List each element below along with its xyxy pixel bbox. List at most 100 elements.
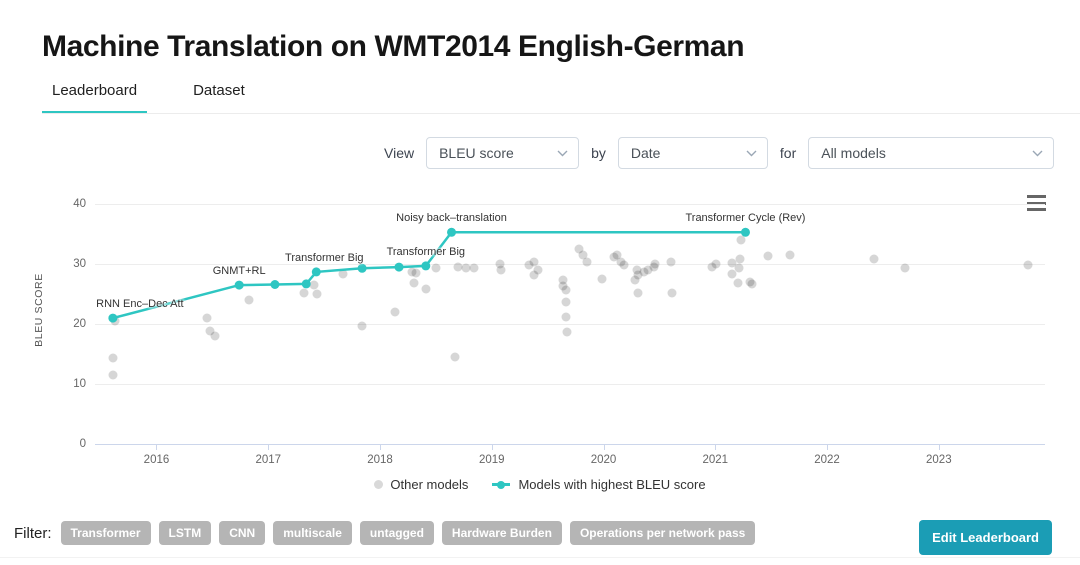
chevron-down-icon <box>1032 150 1043 157</box>
x-tick <box>603 444 605 450</box>
data-point-best[interactable] <box>311 267 321 277</box>
data-point-other[interactable] <box>616 257 626 267</box>
data-point-other[interactable] <box>869 254 879 264</box>
filter-tag[interactable]: untagged <box>359 521 434 545</box>
data-point-best[interactable] <box>421 261 431 271</box>
data-point-best[interactable] <box>108 313 118 323</box>
data-point-other[interactable] <box>1023 260 1033 270</box>
data-point-other[interactable] <box>609 252 619 262</box>
data-point-other[interactable] <box>210 331 220 340</box>
x-tick <box>268 444 270 450</box>
data-point-other[interactable] <box>558 275 568 285</box>
filter-tag[interactable]: Operations per network pass <box>569 521 756 545</box>
data-point-other[interactable] <box>202 313 212 322</box>
data-point-other[interactable] <box>667 288 677 298</box>
data-point-other[interactable] <box>431 263 441 273</box>
data-point-other[interactable] <box>407 267 417 277</box>
data-point-other[interactable] <box>562 327 572 337</box>
data-point-other[interactable] <box>309 280 319 290</box>
data-point-other[interactable] <box>574 244 584 253</box>
data-point-other[interactable] <box>244 295 254 304</box>
data-point-other[interactable] <box>612 250 622 260</box>
data-point-other[interactable] <box>338 269 348 279</box>
data-point-other[interactable] <box>639 267 649 277</box>
data-point-best[interactable] <box>301 279 311 289</box>
data-point-other[interactable] <box>529 257 539 267</box>
data-point-other[interactable] <box>727 258 737 268</box>
filter-tag[interactable]: Transformer <box>60 521 151 545</box>
data-point-other[interactable] <box>469 263 479 273</box>
model-annotation: GNMT+RL <box>212 265 266 278</box>
data-point-other[interactable] <box>561 297 571 307</box>
data-point-other[interactable] <box>299 288 309 298</box>
data-point-other[interactable] <box>450 352 460 362</box>
data-point-other[interactable] <box>745 277 755 287</box>
data-point-other[interactable] <box>711 259 721 268</box>
data-point-other[interactable] <box>108 370 118 379</box>
data-point-other[interactable] <box>747 279 757 289</box>
y-tick-label: 20 <box>73 317 86 330</box>
legend-best-models[interactable]: Models with highest BLEU score <box>492 477 706 492</box>
data-point-other[interactable] <box>633 288 643 298</box>
data-point-other[interactable] <box>597 274 607 283</box>
data-point-other[interactable] <box>736 235 746 245</box>
data-point-other[interactable] <box>735 254 745 264</box>
data-point-other[interactable] <box>421 284 431 294</box>
data-point-other[interactable] <box>763 251 773 261</box>
x-tick <box>715 444 717 450</box>
data-point-other[interactable] <box>524 260 534 270</box>
data-point-other[interactable] <box>533 265 543 275</box>
edit-leaderboard-button[interactable]: Edit Leaderboard <box>919 520 1052 555</box>
legend-other-models[interactable]: Other models <box>374 477 468 492</box>
data-point-other[interactable] <box>411 268 421 278</box>
metric-select[interactable]: BLEU score <box>426 137 580 169</box>
data-point-other[interactable] <box>707 262 717 271</box>
data-point-other[interactable] <box>582 257 592 267</box>
data-point-other[interactable] <box>650 259 660 268</box>
chart-menu-icon[interactable] <box>1027 195 1046 211</box>
data-point-other[interactable] <box>390 307 400 317</box>
tab-dataset[interactable]: Dataset <box>193 82 245 99</box>
filter-tag[interactable]: CNN <box>219 521 266 545</box>
data-point-other[interactable] <box>727 269 737 279</box>
data-point-other[interactable] <box>108 353 118 363</box>
data-point-other[interactable] <box>529 270 539 280</box>
data-point-other[interactable] <box>785 250 795 259</box>
data-point-other[interactable] <box>561 285 571 295</box>
data-point-other[interactable] <box>578 250 588 260</box>
data-point-other[interactable] <box>461 263 471 273</box>
data-point-other[interactable] <box>561 312 571 322</box>
data-point-best[interactable] <box>270 280 280 289</box>
data-point-other[interactable] <box>357 321 367 331</box>
models-select[interactable]: All models <box>808 137 1055 169</box>
data-point-other[interactable] <box>558 281 568 291</box>
data-point-best[interactable] <box>234 280 244 290</box>
data-point-other[interactable] <box>633 270 643 280</box>
data-point-other[interactable] <box>649 262 659 271</box>
filter-tag[interactable]: Hardware Burden <box>441 521 562 545</box>
axis-select[interactable]: Date <box>617 137 768 169</box>
data-point-other[interactable] <box>666 257 676 267</box>
data-point-other[interactable] <box>409 278 419 288</box>
data-point-best[interactable] <box>447 227 457 237</box>
data-point-other[interactable] <box>643 265 653 275</box>
tab-leaderboard[interactable]: Leaderboard <box>42 76 147 113</box>
data-point-other[interactable] <box>734 263 744 273</box>
data-point-other[interactable] <box>453 262 463 271</box>
data-point-other[interactable] <box>495 259 505 268</box>
data-point-best[interactable] <box>357 263 367 273</box>
x-tick-label: 2023 <box>926 453 952 466</box>
filter-tag[interactable]: LSTM <box>158 521 212 545</box>
filter-tag[interactable]: multiscale <box>273 521 352 545</box>
data-point-other[interactable] <box>733 278 743 288</box>
data-point-other[interactable] <box>632 265 642 275</box>
data-point-other[interactable] <box>496 265 506 275</box>
data-point-best[interactable] <box>740 227 750 237</box>
data-point-other[interactable] <box>900 263 910 273</box>
data-point-other[interactable] <box>312 289 322 298</box>
data-point-other[interactable] <box>619 260 629 270</box>
data-point-other[interactable] <box>630 275 640 285</box>
data-point-best[interactable] <box>394 262 404 272</box>
data-point-other[interactable] <box>205 326 215 336</box>
legend-best-label: Models with highest BLEU score <box>518 477 706 492</box>
